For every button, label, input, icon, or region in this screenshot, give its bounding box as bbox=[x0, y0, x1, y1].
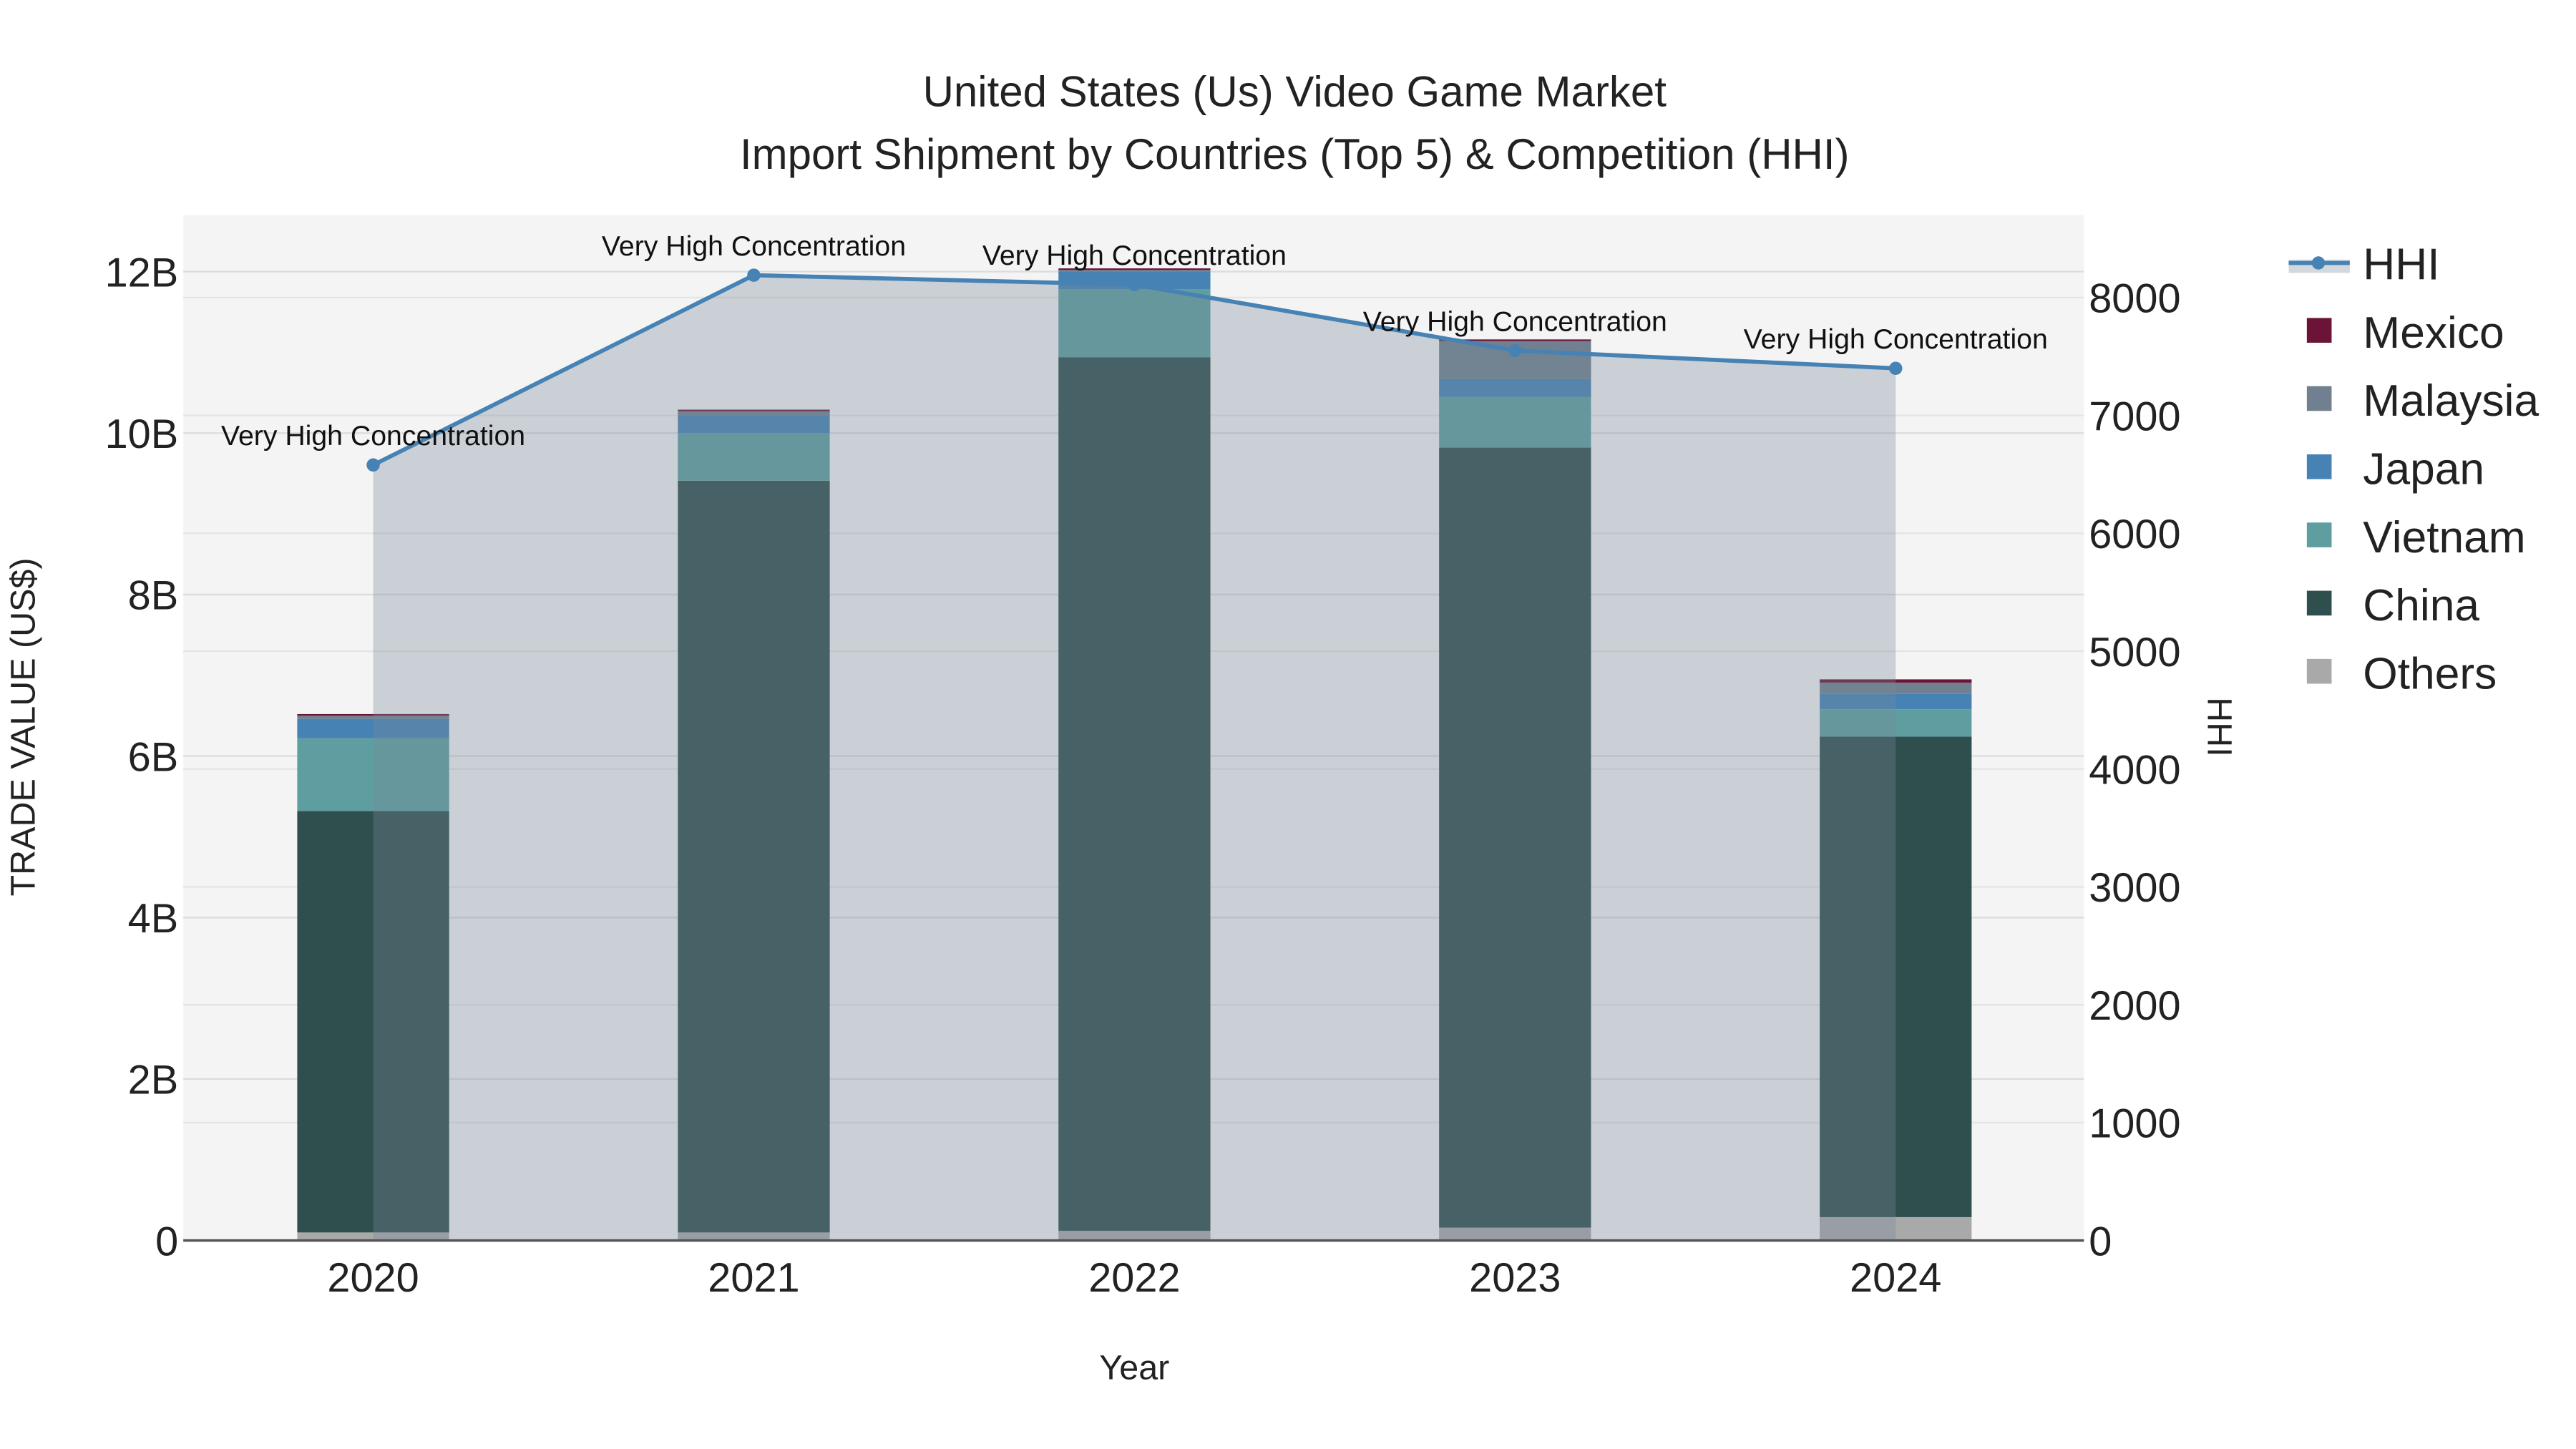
legend: HHI Mexico Malaysia Japan Vietnam China Others bbox=[2288, 240, 2539, 698]
hhi-area bbox=[373, 275, 1896, 1241]
bar-mexico-2021 bbox=[678, 409, 830, 411]
hhi-annotation: Very High Concentration bbox=[1744, 323, 2048, 355]
y2-tick-label: 1000 bbox=[2089, 1101, 2180, 1147]
chart-title-line2: Import Shipment by Countries (Top 5) & C… bbox=[740, 130, 1850, 178]
hhi-point-2020 bbox=[366, 458, 380, 472]
legend-hhi-marker bbox=[2311, 256, 2326, 270]
bar-china-2020 bbox=[297, 811, 449, 1233]
y2-tick-label: 4000 bbox=[2089, 748, 2180, 794]
legend-label-malaysia: Malaysia bbox=[2363, 376, 2539, 426]
hhi-annotation: Very High Concentration bbox=[1363, 306, 1667, 337]
y2-axis-label: HHI bbox=[2200, 697, 2238, 756]
y2-tick-label: 7000 bbox=[2089, 394, 2180, 439]
y-tick-label: 4B bbox=[128, 896, 179, 942]
y-tick-label: 2B bbox=[128, 1058, 179, 1103]
y-tick-label: 10B bbox=[105, 411, 179, 457]
legend-swatch-mexico bbox=[2306, 318, 2332, 343]
x-tick-label: 2020 bbox=[327, 1255, 419, 1301]
legend-label-china: China bbox=[2363, 581, 2479, 630]
legend-label-vietnam: Vietnam bbox=[2363, 513, 2525, 562]
legend-label-japan: Japan bbox=[2363, 444, 2484, 494]
hhi-point-2021 bbox=[747, 268, 761, 282]
hhi-annotation: Very High Concentration bbox=[982, 240, 1287, 271]
y2-tick-label: 8000 bbox=[2089, 276, 2180, 322]
bar-mexico-2022 bbox=[1058, 268, 1211, 270]
bar-vietnam-2021 bbox=[678, 433, 830, 481]
bar-china-2022 bbox=[1058, 357, 1211, 1231]
bar-vietnam-2024 bbox=[1820, 709, 1972, 737]
legend-label-hhi: HHI bbox=[2363, 240, 2439, 290]
x-tick-label: 2023 bbox=[1469, 1255, 1561, 1301]
bar-others-2021 bbox=[678, 1232, 830, 1241]
legend-swatch-china bbox=[2306, 590, 2332, 616]
legend-label-others: Others bbox=[2363, 649, 2497, 698]
hhi-annotation: Very High Concentration bbox=[602, 230, 906, 262]
bar-japan-2021 bbox=[678, 415, 830, 434]
bar-china-2021 bbox=[678, 480, 830, 1233]
bar-japan-2020 bbox=[297, 718, 449, 738]
legend-swatch-malaysia bbox=[2306, 386, 2332, 411]
bar-china-2023 bbox=[1439, 447, 1591, 1228]
bar-mexico-2023 bbox=[1439, 339, 1591, 341]
bar-mexico-2020 bbox=[297, 713, 449, 716]
bar-china-2024 bbox=[1820, 736, 1972, 1217]
bar-japan-2023 bbox=[1439, 379, 1591, 397]
bar-mexico-2024 bbox=[1820, 679, 1972, 683]
y2-tick-label: 5000 bbox=[2089, 630, 2180, 675]
bar-vietnam-2022 bbox=[1058, 289, 1211, 358]
hhi-point-2024 bbox=[1889, 361, 1903, 375]
x-tick-label: 2022 bbox=[1088, 1255, 1180, 1301]
y-axis-label: TRADE VALUE (US$) bbox=[4, 557, 42, 896]
y-tick-label: 6B bbox=[128, 734, 179, 780]
bar-others-2022 bbox=[1058, 1231, 1211, 1241]
legend-label-mexico: Mexico bbox=[2363, 308, 2504, 358]
chart-title-line1: United States (Us) Video Game Market bbox=[923, 67, 1667, 115]
bar-japan-2024 bbox=[1820, 693, 1972, 710]
bar-malaysia-2020 bbox=[297, 716, 449, 719]
bar-others-2020 bbox=[297, 1232, 449, 1241]
hhi-point-2023 bbox=[1508, 343, 1522, 358]
y-tick-label: 0 bbox=[155, 1219, 178, 1264]
x-tick-label: 2024 bbox=[1850, 1255, 1941, 1301]
bar-others-2023 bbox=[1439, 1227, 1591, 1241]
y-tick-label: 8B bbox=[128, 573, 179, 619]
y-tick-label: 12B bbox=[105, 250, 179, 296]
x-tick-label: 2021 bbox=[708, 1255, 799, 1301]
bar-malaysia-2021 bbox=[678, 411, 830, 416]
bar-others-2024 bbox=[1820, 1216, 1972, 1241]
y2-tick-label: 3000 bbox=[2089, 865, 2180, 911]
legend-swatch-japan bbox=[2306, 454, 2332, 479]
legend-swatch-vietnam bbox=[2306, 522, 2332, 547]
bar-malaysia-2022 bbox=[1058, 270, 1211, 272]
bar-vietnam-2023 bbox=[1439, 396, 1591, 448]
hhi-point-2022 bbox=[1128, 278, 1141, 291]
y2-tick-label: 6000 bbox=[2089, 512, 2180, 557]
bar-vietnam-2020 bbox=[297, 738, 449, 811]
x-axis-label: Year bbox=[1099, 1349, 1169, 1387]
bar-malaysia-2024 bbox=[1820, 682, 1972, 694]
legend-swatch-others bbox=[2306, 658, 2332, 684]
hhi-annotation: Very High Concentration bbox=[221, 420, 525, 452]
y2-tick-label: 2000 bbox=[2089, 983, 2180, 1029]
y2-tick-label: 0 bbox=[2089, 1219, 2112, 1264]
